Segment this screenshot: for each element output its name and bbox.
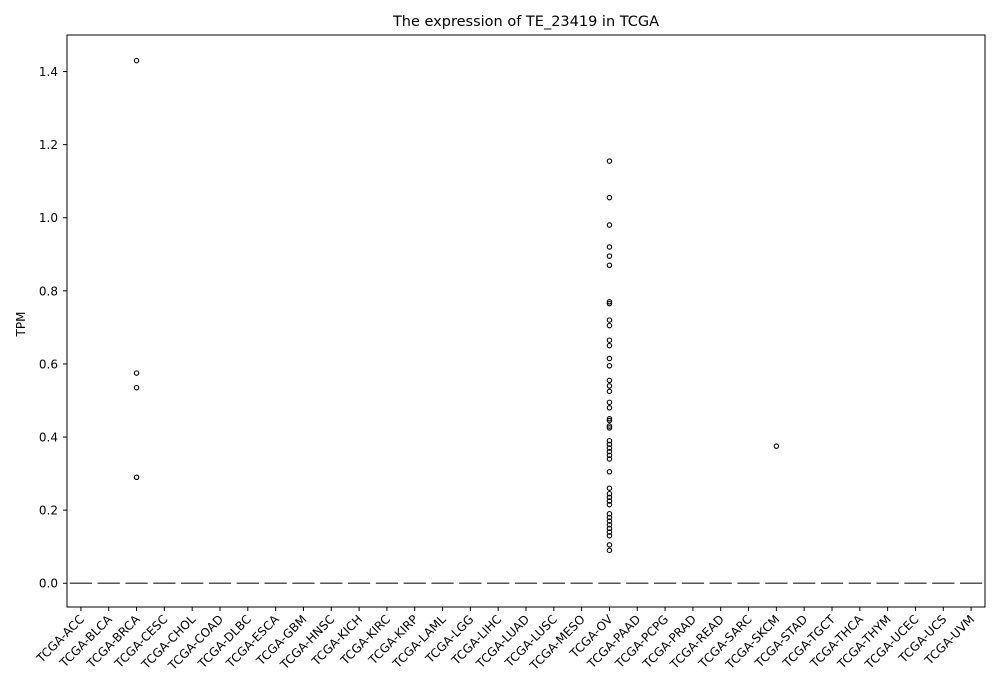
outlier-point	[606, 547, 613, 554]
outlier-point	[606, 399, 613, 406]
outlier-point	[606, 253, 613, 259]
y-tick-label: 0.8	[39, 284, 58, 298]
outlier-point	[606, 494, 613, 501]
outlier-point	[606, 299, 613, 305]
outlier-point	[606, 317, 613, 323]
y-tick-label: 0.0	[39, 577, 58, 591]
outlier-point	[133, 57, 140, 64]
outlier-point	[133, 474, 140, 480]
outlier-point	[133, 370, 140, 376]
outlier-point	[606, 244, 613, 250]
outlier-point	[606, 363, 613, 369]
outlier-point	[606, 337, 613, 343]
outlier-point	[606, 501, 613, 508]
y-tick-label: 1.0	[39, 211, 58, 225]
outlier-point	[606, 377, 613, 384]
y-axis-label: TPM	[14, 312, 28, 338]
outlier-point	[606, 262, 613, 269]
plot-frame	[66, 34, 986, 608]
outlier-point	[606, 423, 613, 429]
outlier-point	[606, 417, 613, 424]
outlier-point	[606, 448, 613, 455]
outlier-point	[606, 416, 613, 422]
outlier-point	[606, 388, 613, 395]
outlier-point	[606, 425, 613, 431]
y-tick-label: 0.6	[39, 357, 58, 371]
outlier-point	[606, 498, 613, 504]
y-tick-label: 0.4	[39, 431, 58, 445]
outlier-point	[606, 322, 613, 329]
outlier-point	[606, 542, 613, 548]
outlier-point	[606, 469, 613, 475]
y-tick-label: 1.2	[39, 138, 58, 152]
outlier-point	[606, 441, 613, 448]
outlier-point	[606, 437, 613, 444]
outlier-point	[606, 355, 613, 362]
outlier-point	[606, 485, 613, 491]
outlier-point	[606, 194, 613, 201]
outlier-point	[606, 405, 613, 411]
outlier-point	[133, 384, 140, 391]
outlier-point	[606, 518, 613, 524]
outlier-point	[606, 529, 613, 535]
outlier-point	[606, 514, 613, 521]
y-tick-label: 1.4	[39, 65, 58, 79]
outlier-point	[606, 342, 613, 349]
outlier-point	[606, 522, 613, 528]
outlier-point	[606, 158, 613, 164]
outlier-point	[773, 443, 780, 449]
y-tick-label: 0.2	[39, 504, 58, 518]
outlier-point	[606, 532, 613, 539]
outlier-point	[606, 300, 613, 307]
outlier-point	[606, 511, 613, 517]
outlier-point	[606, 452, 613, 459]
outlier-point	[606, 490, 613, 497]
outlier-point	[606, 445, 613, 451]
outlier-point	[606, 222, 613, 228]
chart-title: The expression of TE_23419 in TCGA	[392, 14, 659, 30]
outlier-point	[606, 383, 613, 389]
outlier-point	[606, 525, 613, 532]
outlier-point	[606, 456, 613, 462]
plot-area: 0.00.20.40.60.81.01.21.4TCGA-ACCTCGA-BLC…	[33, 57, 983, 673]
